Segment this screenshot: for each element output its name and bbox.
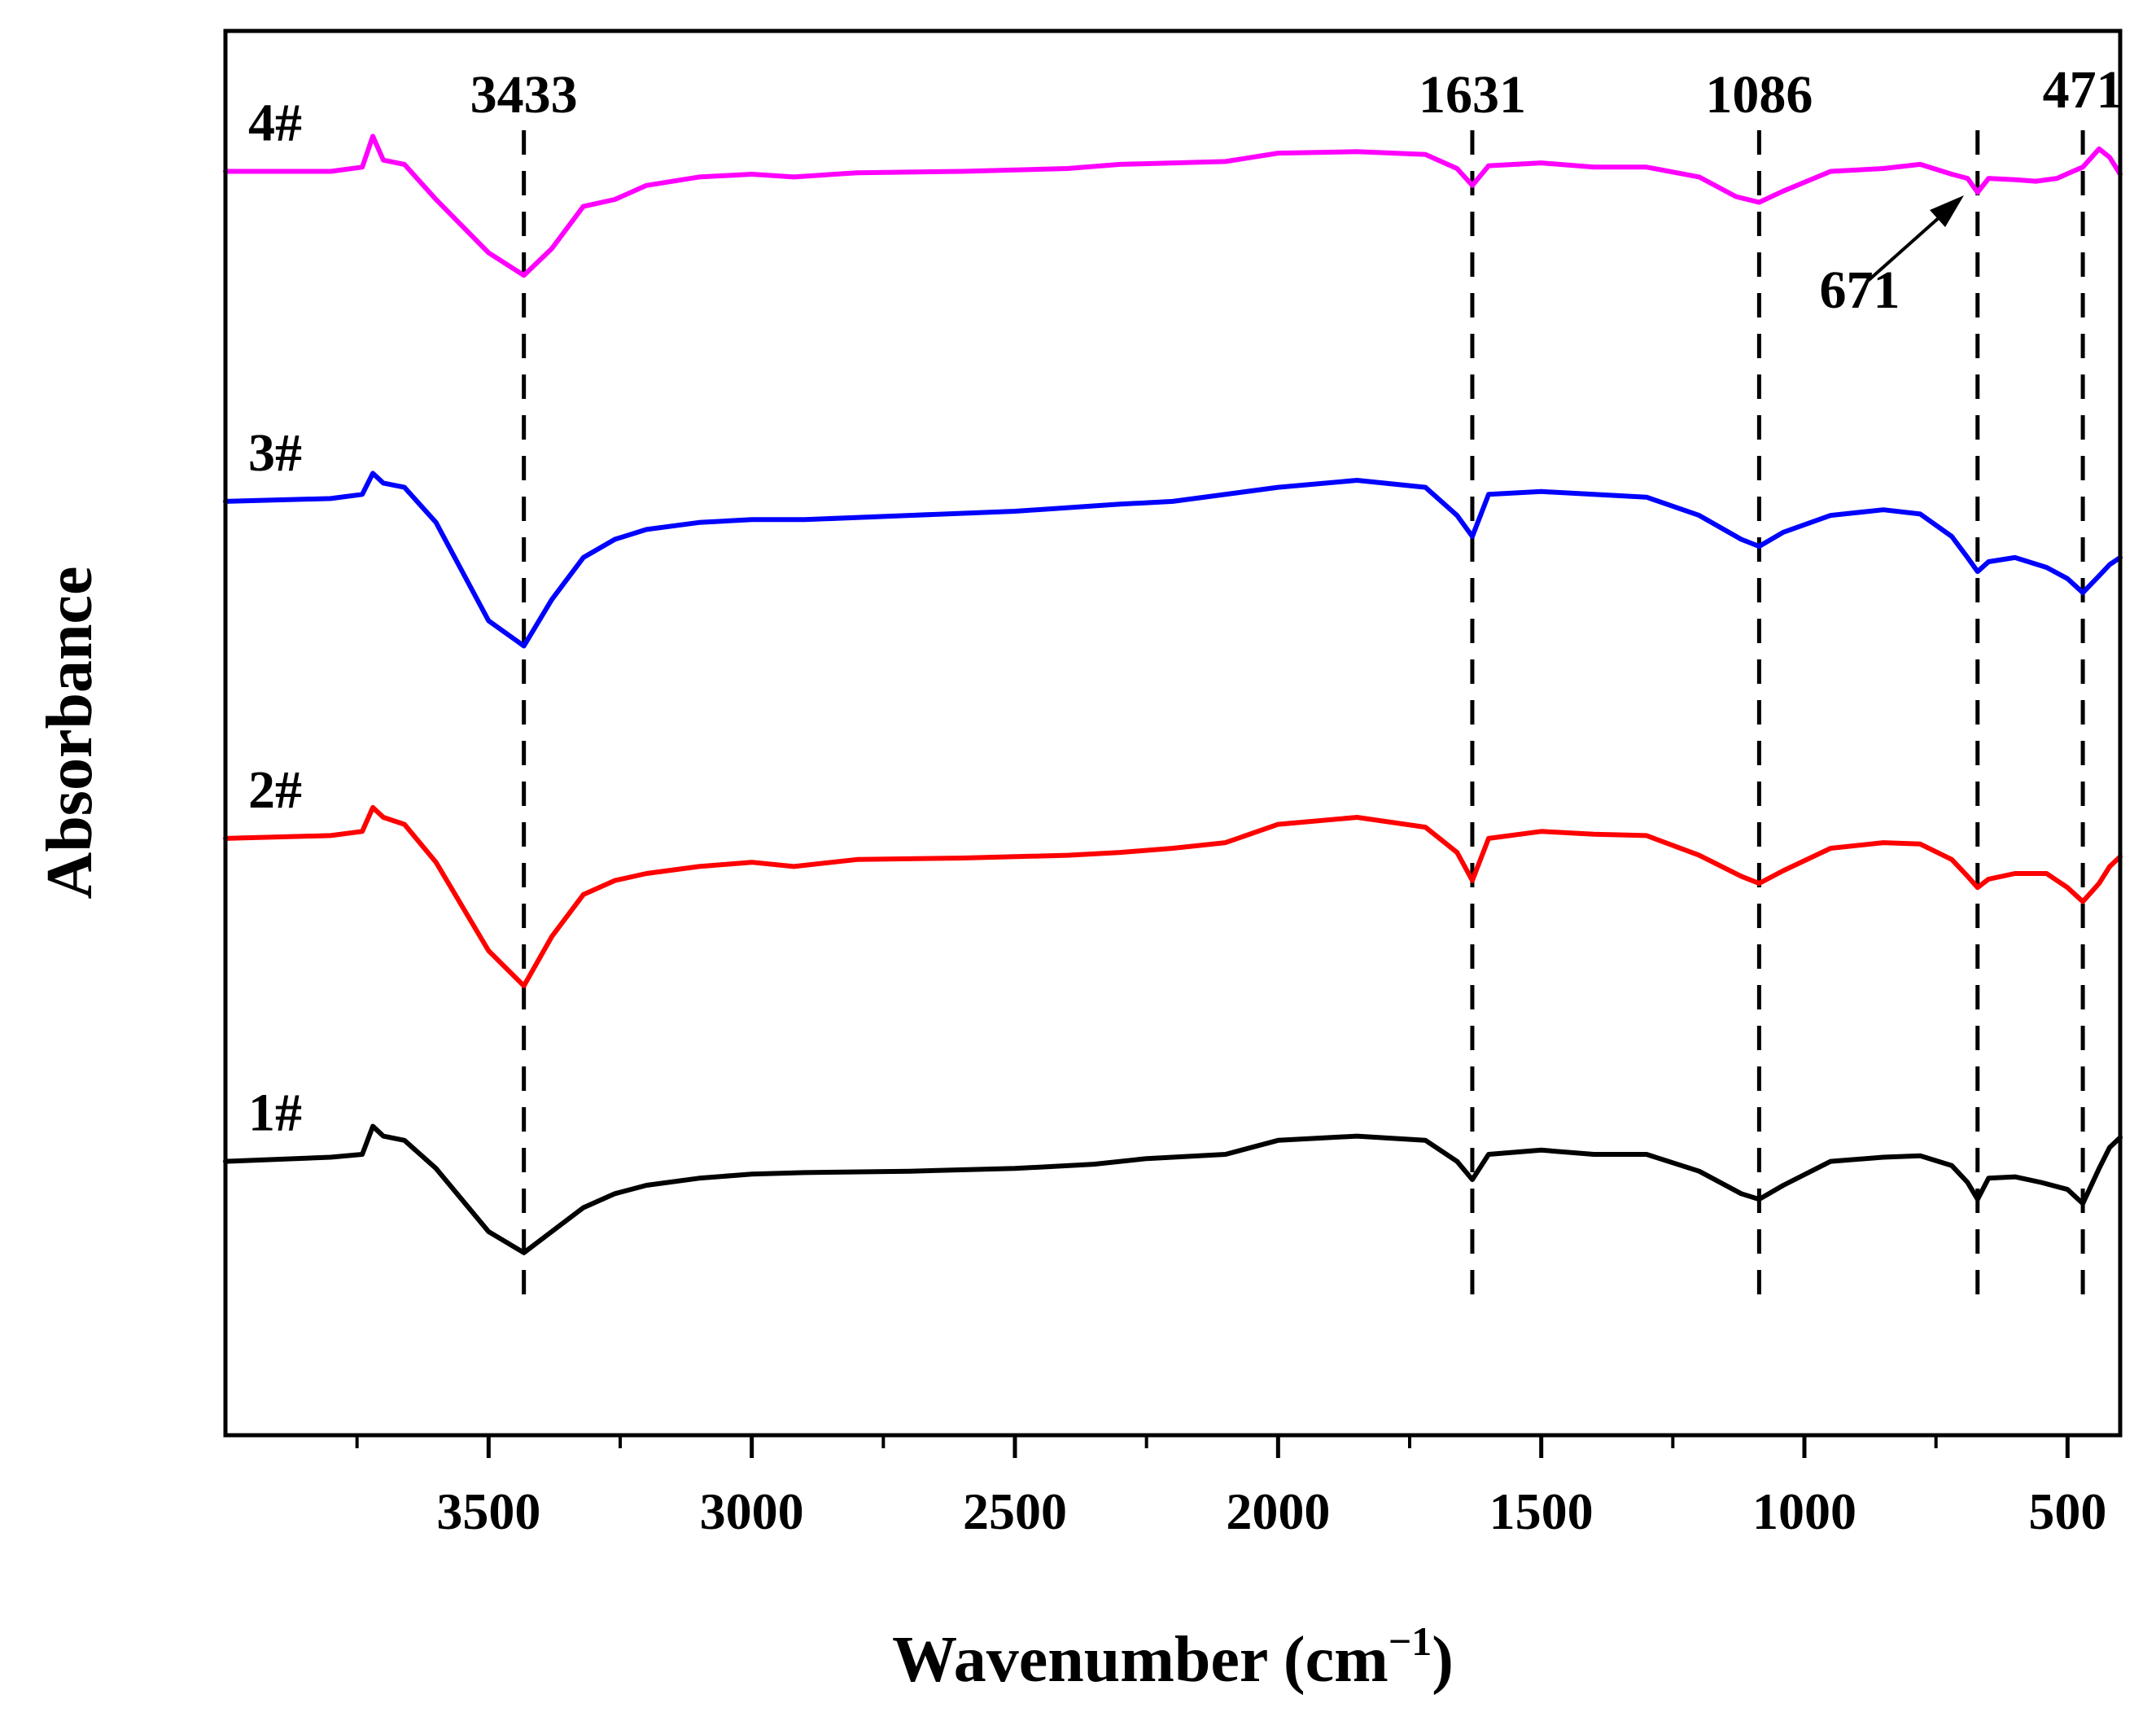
plot-frame <box>223 28 2123 1438</box>
peak-671-arrow-head <box>1930 195 1964 227</box>
peak-labels: 3433 1631 1086 671 471 <box>470 60 2123 320</box>
peak-marker-lines <box>522 130 2085 1298</box>
series-line-3 <box>223 471 2123 649</box>
y-axis-title: Absorbance <box>34 567 106 900</box>
x-axis-ticks: 3500 3000 2500 2000 1500 1000 500 <box>355 1435 2106 1540</box>
x-tick-label-1500: 1500 <box>1489 1482 1594 1540</box>
series-label-2: 2# <box>248 760 302 820</box>
series-label-1: 1# <box>248 1084 302 1143</box>
series-label-4: 4# <box>248 94 302 153</box>
series-labels: 4# 3# 2# 1# <box>248 94 302 1143</box>
x-tick-label-2500: 2500 <box>963 1482 1067 1540</box>
peak-label-1086: 1086 <box>1705 65 1813 125</box>
x-tick-label-2000: 2000 <box>1226 1482 1330 1540</box>
x-tick-label-3000: 3000 <box>700 1482 804 1540</box>
x-tick-label-3500: 3500 <box>436 1482 540 1540</box>
series-group <box>223 134 2123 1255</box>
series-line-4 <box>223 134 2123 278</box>
x-tick-label-500: 500 <box>2028 1482 2106 1540</box>
x-tick-label-1000: 1000 <box>1752 1482 1856 1540</box>
x-axis-title: Wavenumber (cm−1) <box>892 1618 1454 1696</box>
peak-671-arrow-line <box>1866 214 1943 282</box>
series-line-2 <box>223 804 2123 988</box>
peak-label-1631: 1631 <box>1419 65 1526 125</box>
peak-label-471: 471 <box>2043 60 2123 120</box>
series-label-3: 3# <box>248 423 302 483</box>
series-line-1 <box>223 1123 2123 1255</box>
peak-label-3433: 3433 <box>470 65 578 125</box>
peak-label-671: 671 <box>1820 261 1900 320</box>
